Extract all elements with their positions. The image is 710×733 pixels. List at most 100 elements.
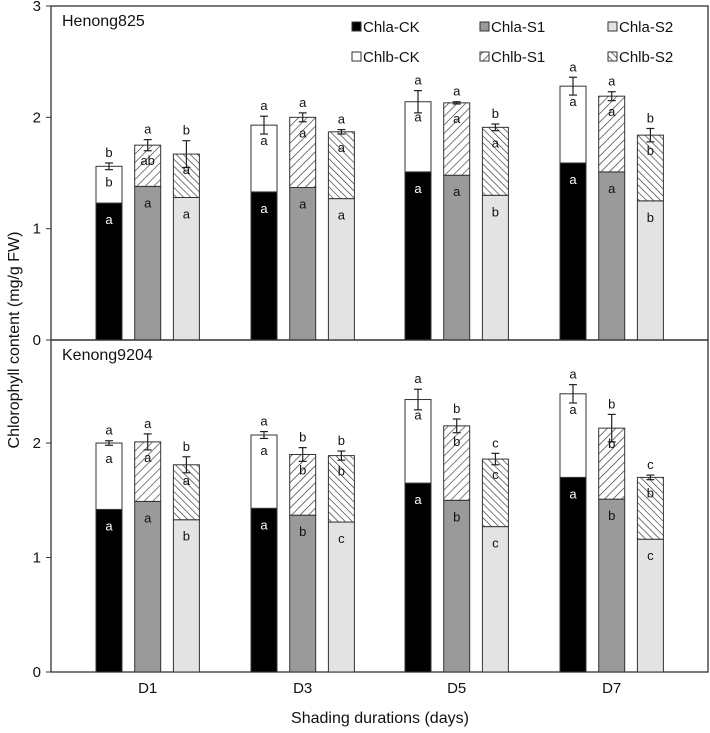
panel-title: Henong825 [62,13,145,30]
sig-letter-chlb: b [647,143,654,158]
sig-letter-total: a [608,74,616,89]
x-tick-label: D3 [293,680,312,697]
sig-letter-chla: a [144,195,152,210]
sig-letter-chla: c [647,548,654,563]
sig-letter-total: b [105,145,112,160]
sig-letter-chla: a [105,518,113,533]
bar-chla-ck-d5 [404,171,432,341]
panel-henong825: Henong8250123bbaaababaaaaaaaaaaaaaaaaaba… [33,0,709,349]
sig-letter-chlb: ab [140,153,154,168]
sig-letter-chla: a [105,212,113,227]
legend-swatch [479,21,490,32]
bar-chla-ck-d1 [95,508,123,673]
bar-chlb-ck-d5 [404,399,432,484]
sig-letter-total: b [183,439,190,454]
sig-letter-chla: b [453,509,460,524]
sig-letter-total: a [569,367,577,382]
legend-label: Chla-S2 [619,19,673,36]
bar-chla-ck-d3 [250,507,278,673]
legend-swatch [479,51,490,62]
sig-letter-chlb: a [414,408,422,423]
sig-letter-chla: a [338,208,346,223]
panel-kenong9204: Kenong9204012aaaaaababaaabbbbbcaaabbbccc… [33,339,709,681]
sig-letter-total: b [647,110,654,125]
bar-chlb-ck-d1 [95,442,123,510]
bar-chla-s2-d3 [327,521,355,673]
sig-letter-chlb: a [569,402,577,417]
bar-chla-s2-d1 [172,519,200,673]
sig-letter-chlb: b [105,174,112,189]
sig-letter-total: a [144,122,152,137]
sig-letter-chlb: a [144,450,152,465]
x-axis-title: Shading durations (days) [291,710,469,727]
x-tick-label: D5 [447,680,466,697]
sig-letter-chlb: a [299,125,307,140]
bar-chla-s2-d7 [636,538,664,673]
sig-letter-total: a [105,423,113,438]
sig-letter-chlb: b [453,434,460,449]
legend-label: Chla-CK [363,19,420,36]
legend-swatch [351,21,362,32]
bar-chlb-s2-d7 [636,134,664,202]
sig-letter-total: b [453,401,460,416]
plot-frame [50,339,709,673]
sig-letter-chla: a [299,196,307,211]
sig-letter-chlb: a [183,473,191,488]
bar-chla-s1-d5 [443,174,471,341]
y-tick-label: 2 [33,435,41,452]
legend: Chla-CK Chla-S1 Chla-S2 Chlb-CK Chlb-S1 Chlb-… [351,19,673,66]
sig-letter-chlb: a [414,110,422,125]
x-tick-label: D1 [138,680,157,697]
sig-letter-chla: b [299,524,306,539]
sig-letter-total: a [260,98,268,113]
legend-swatch [351,51,362,62]
bar-chlb-ck-d7 [559,85,587,164]
sig-letter-total: b [608,396,615,411]
sig-letter-chla: a [260,517,268,532]
sig-letter-chlb: a [492,135,500,150]
sig-letter-chla: b [647,210,654,225]
bar-chla-ck-d3 [250,191,278,341]
sig-letter-chlb: a [608,104,616,119]
sig-letter-total: c [647,457,654,472]
bar-chla-s1-d1 [134,500,162,673]
sig-letter-total: b [338,433,345,448]
bar-chla-s1-d7 [598,171,626,341]
sig-letter-chlb: a [338,140,346,155]
sig-letter-chla: a [608,181,616,196]
sig-letter-chlb: a [453,111,461,126]
sig-letter-total: a [260,414,268,429]
sig-letter-total: a [414,371,422,386]
sig-letter-total: b [492,106,499,121]
bar-chla-s1-d7 [598,498,626,673]
sig-letter-total: a [414,73,422,88]
y-tick-label: 1 [33,221,41,238]
bar-chla-ck-d7 [559,476,587,673]
sig-letter-chla: a [183,206,191,221]
legend-label: Chlb-S1 [491,49,545,66]
sig-letter-chlb: b [647,485,654,500]
bar-chla-s2-d5 [481,526,509,673]
y-axis-title: Chlorophyll content (mg/g FW) [6,232,23,449]
sig-letter-chlb: b [299,462,306,477]
x-tick-label: D7 [602,680,621,697]
bar-chlb-s1-d5 [443,102,471,176]
bar-chla-s2-d7 [636,200,664,341]
y-tick-label: 3 [33,0,41,15]
sig-letter-chla: a [453,184,461,199]
bar-chlb-s2-d1 [172,464,200,521]
y-tick-label: 0 [33,332,41,349]
y-tick-label: 1 [33,550,41,567]
sig-letter-total: b [299,430,306,445]
sig-letter-total: b [183,123,190,138]
bar-chlb-s2-d3 [327,455,355,523]
y-tick-label: 0 [33,664,41,681]
sig-letter-chlb: a [569,94,577,109]
sig-letter-chla: b [608,508,615,523]
bar-chlb-ck-d3 [250,124,278,193]
bar-chla-s1-d3 [289,514,317,673]
legend-label: Chlb-CK [363,49,420,66]
bar-chla-ck-d5 [404,482,432,673]
sig-letter-chla: c [338,531,345,546]
sig-letter-total: a [144,416,152,431]
